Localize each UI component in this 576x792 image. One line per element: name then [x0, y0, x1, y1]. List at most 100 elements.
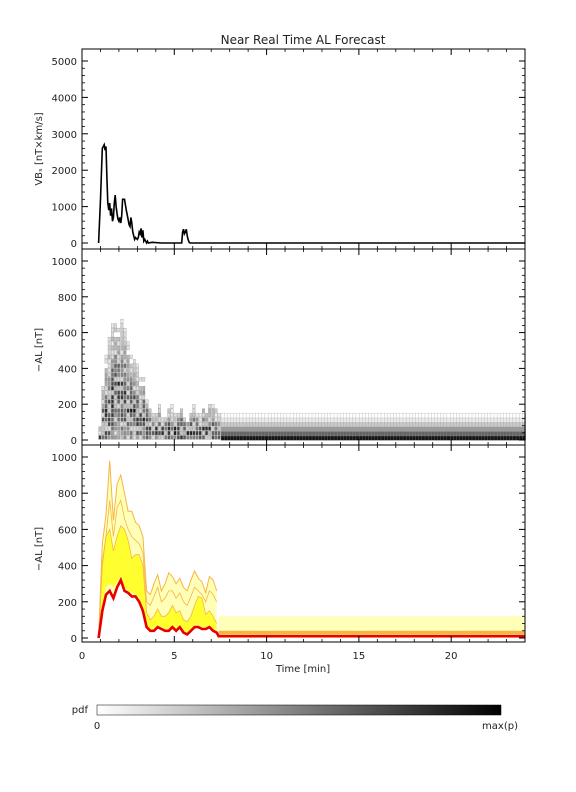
heatmap-cell — [132, 426, 136, 431]
heatmap-cell — [180, 417, 183, 422]
heatmap-cell — [132, 408, 136, 413]
heatmap-cell — [104, 390, 108, 395]
heatmap-cell — [114, 408, 117, 413]
heatmap-cell — [440, 426, 445, 432]
heatmap-cell — [465, 430, 470, 437]
heatmap-cell — [158, 412, 161, 418]
heatmap-cell — [456, 426, 460, 432]
x-tick-label: 10 — [260, 651, 273, 662]
heatmap-cell — [104, 430, 108, 436]
heatmap-cell — [123, 354, 127, 360]
heatmap-cell — [136, 395, 139, 400]
heatmap-cell — [139, 377, 143, 382]
heatmap-cell — [111, 350, 114, 355]
heatmap-cell — [123, 395, 127, 400]
heatmap-cell — [214, 421, 218, 427]
heatmap-cell — [123, 381, 127, 386]
median-line — [97, 576, 525, 639]
heatmap-cell — [117, 421, 121, 427]
heatmap-cell — [107, 426, 111, 431]
heatmap-cell — [126, 430, 130, 436]
heatmap-cell — [456, 435, 460, 441]
heatmap-cell — [365, 417, 369, 423]
heatmap-cell — [129, 426, 133, 431]
forecast-ylabel: −AL [nT] — [34, 527, 45, 571]
heatmap-cell — [487, 417, 492, 423]
heatmap-cell — [380, 430, 385, 437]
heatmap-cell — [274, 435, 278, 441]
heatmap-cell — [132, 395, 136, 400]
heatmap-cell — [324, 430, 329, 437]
heatmap-cell — [487, 426, 492, 432]
heatmap-cell — [154, 412, 158, 418]
x-tick-label: 15 — [353, 651, 366, 662]
y-tick-label: 5000 — [52, 57, 77, 68]
heatmap-cell — [198, 412, 202, 418]
heatmap-cell — [120, 363, 124, 368]
heatmap-cell — [142, 435, 146, 440]
heatmap-cell — [123, 359, 127, 364]
heatmap-cell — [107, 345, 111, 351]
heatmap-cell — [120, 435, 124, 440]
heatmap-cell — [202, 417, 205, 422]
heatmap-cell — [129, 408, 133, 413]
heatmap-cell — [365, 435, 369, 441]
heatmap-cell — [415, 426, 420, 432]
heatmap-cell — [136, 404, 139, 409]
heatmap-cell — [123, 336, 127, 342]
heatmap-cell — [506, 426, 511, 432]
heatmap-cell — [205, 421, 208, 427]
heatmap-cell — [487, 430, 492, 437]
heatmap-cell — [374, 412, 379, 419]
heatmap-cell — [223, 421, 228, 428]
heatmap-cell — [481, 412, 486, 419]
heatmap-cell — [355, 412, 360, 419]
heatmap-cell — [142, 377, 146, 382]
heatmap-cell — [167, 430, 171, 436]
heatmap-cell — [158, 404, 161, 409]
heatmap-cell — [374, 426, 379, 432]
heatmap-cell — [111, 377, 114, 382]
heatmap-cell — [314, 426, 319, 432]
heatmap-cell — [421, 412, 426, 419]
heatmap-cell — [120, 354, 124, 360]
colorbar-max-label: max(p) — [482, 721, 518, 732]
heatmap-cell — [120, 323, 124, 328]
heatmap-cell — [120, 319, 124, 324]
heatmap-cell — [114, 341, 117, 346]
heatmap-cell — [283, 426, 288, 432]
heatmap-cell — [471, 417, 476, 423]
heatmap-cell — [142, 417, 146, 422]
heatmap-cell — [154, 430, 158, 436]
heatmap-cell — [390, 430, 395, 437]
heatmap-cell — [101, 435, 105, 440]
heatmap-cell — [120, 386, 124, 391]
heatmap-cell — [289, 421, 294, 428]
heatmap-cell — [104, 408, 108, 413]
heatmap-cell — [380, 417, 385, 423]
heatmap-cell — [123, 435, 127, 440]
heatmap-cell — [380, 435, 385, 441]
heatmap-cell — [126, 404, 130, 409]
heatmap-cell — [104, 412, 108, 418]
heatmap-cell — [136, 390, 139, 395]
heatmap-cell — [223, 412, 228, 419]
heatmap-cell — [114, 386, 117, 391]
heatmap-cell — [136, 372, 139, 377]
heatmap-cell — [214, 426, 218, 431]
heatmap-cell — [314, 421, 319, 428]
heatmap-cell — [211, 404, 215, 409]
heatmap-cell — [330, 430, 335, 437]
heatmap-cell — [117, 417, 121, 422]
heatmap-cell — [120, 372, 124, 377]
heatmap-cell — [189, 426, 193, 431]
heatmap-cell — [186, 421, 190, 427]
heatmap-cell — [217, 426, 221, 431]
y-tick-label: 200 — [58, 400, 77, 411]
heatmap-cell — [129, 386, 133, 391]
heatmap-cell — [349, 430, 354, 437]
heatmap-cell — [176, 421, 180, 427]
heatmap-cell — [126, 381, 130, 386]
heatmap-cell — [487, 421, 492, 428]
heatmap-cell — [123, 345, 127, 351]
